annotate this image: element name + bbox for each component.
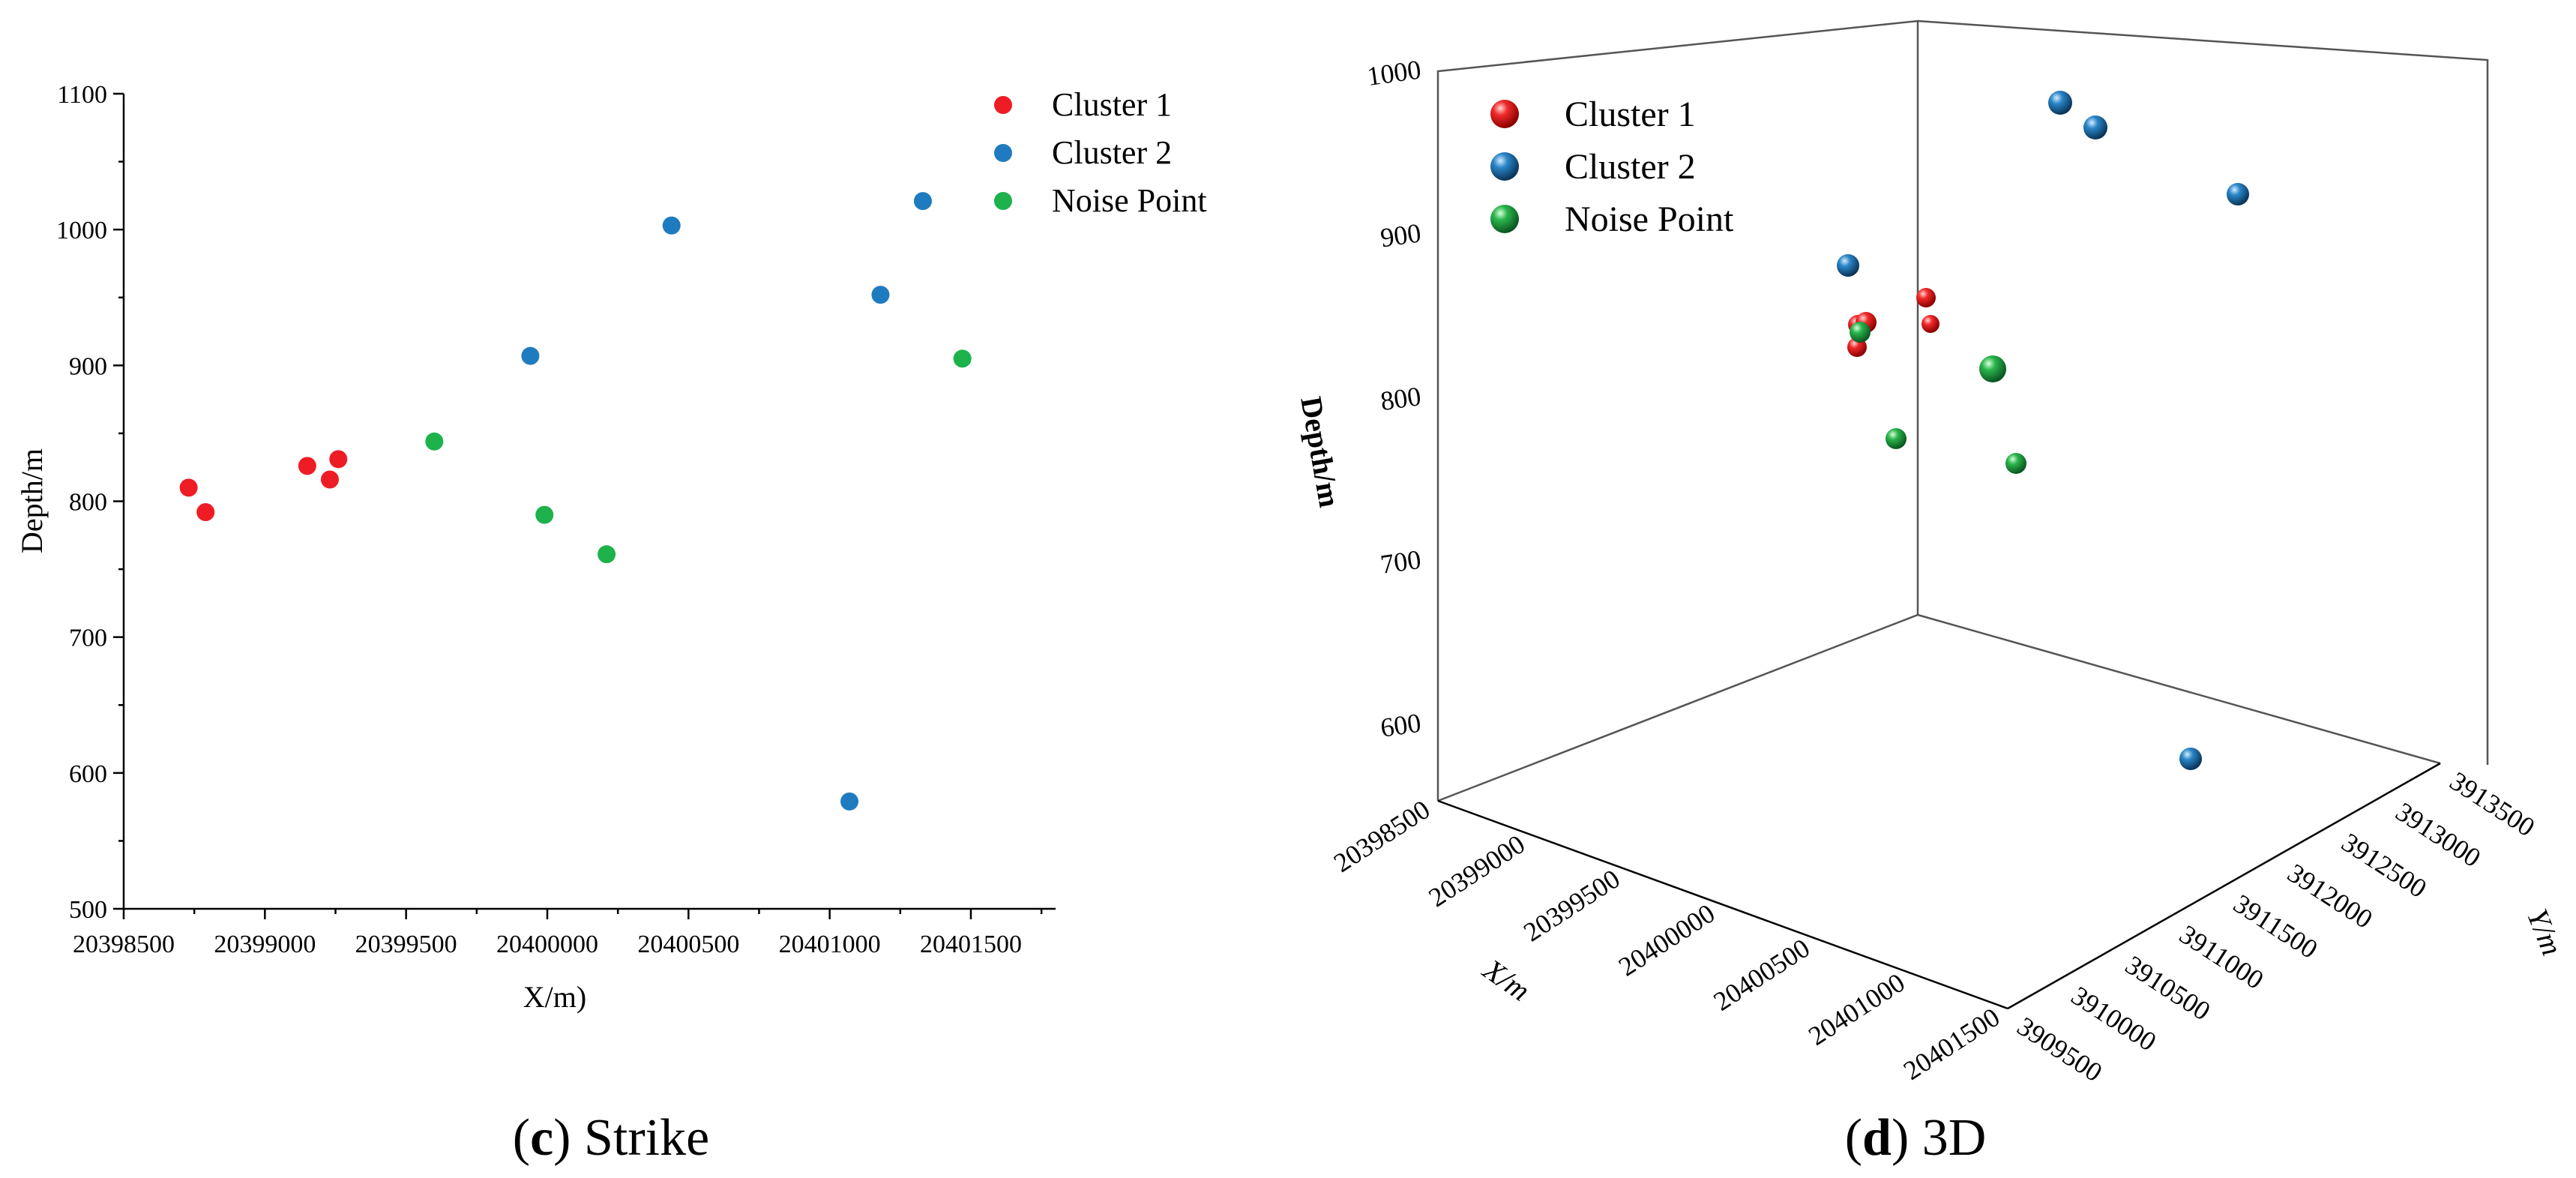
back-left-wall — [1436, 19, 1919, 801]
point-cluster-2 — [871, 286, 890, 304]
legend-label-cluster-2: Cluster 2 — [1052, 134, 1172, 171]
caption-c: (c) Strike — [513, 1109, 709, 1167]
point-cluster-1 — [298, 457, 316, 475]
x-tick-label-3d: 20399500 — [1518, 863, 1625, 947]
point-3d-noise-point — [1850, 322, 1871, 343]
point-3d-noise-point — [2005, 453, 2026, 474]
point-cluster-1 — [329, 450, 348, 469]
legend-marker-3d-cluster-1 — [1490, 100, 1519, 128]
point-3d-cluster-2 — [2179, 748, 2202, 770]
z-tick-label: 900 — [1379, 217, 1423, 253]
legend-label-noise-point: Noise Point — [1052, 182, 1207, 219]
point-cluster-1 — [179, 478, 198, 497]
x-axis-3d — [1437, 799, 2008, 1010]
z-tick-label: 1000 — [1365, 54, 1423, 91]
y-tick-label: 1000 — [56, 217, 107, 244]
point-noise-point — [598, 545, 616, 564]
floor-edge-y — [1917, 613, 2441, 765]
legend: Cluster 1 Cluster 2 Noise Point — [994, 86, 1207, 219]
panel-c-strike-chart: 500 600 700 800 900 1000 1100 20398500 20399000… — [15, 81, 1207, 1167]
x-tick-label-3d: 20400000 — [1613, 898, 1721, 982]
scatter-points-3d — [1837, 91, 2249, 770]
x-tick-label-3d: 20401500 — [1898, 1002, 2005, 1086]
point-3d-noise-point — [1979, 355, 2006, 382]
y-tick-label: 1100 — [57, 81, 107, 109]
y-tick-label: 900 — [69, 352, 107, 380]
y-tick-label: 600 — [69, 760, 107, 788]
point-3d-cluster-2 — [2227, 183, 2249, 205]
z-tick-label: 600 — [1379, 708, 1423, 743]
caption-c-text: Strike — [584, 1109, 709, 1167]
x-tick-label: 20401500 — [920, 931, 1022, 958]
z-tick-label: 800 — [1379, 381, 1423, 416]
z-ticks: 600 700 800 900 1000 — [1365, 54, 1423, 742]
legend-label-3d-cluster-1: Cluster 1 — [1565, 94, 1696, 134]
point-3d-cluster-2 — [2048, 91, 2072, 115]
y-axis-label: Depth/m — [15, 448, 49, 553]
point-3d-noise-point — [1886, 428, 1907, 449]
legend-label-cluster-1: Cluster 1 — [1052, 86, 1172, 123]
y-ticks: 500 600 700 800 900 1000 1100 — [56, 81, 124, 924]
caption-d-letter: d — [1862, 1109, 1892, 1167]
legend-marker-cluster-1 — [994, 96, 1012, 114]
point-cluster-1 — [320, 470, 339, 489]
legend-label-3d-cluster-2: Cluster 2 — [1565, 147, 1696, 187]
legend-marker-3d-cluster-2 — [1490, 152, 1519, 181]
point-3d-cluster-2 — [1837, 254, 1859, 277]
x-tick-label: 20400000 — [496, 931, 598, 958]
x-ticks: 20398500 20399000 20399500 20400000 20400500… — [73, 909, 1043, 958]
caption-c-letter: c — [530, 1109, 553, 1167]
x-tick-label: 20398500 — [73, 931, 175, 958]
point-cluster-1 — [196, 502, 215, 521]
legend-3d: Cluster 1 Cluster 2 Noise Point — [1490, 94, 1734, 239]
point-3d-cluster-1 — [1916, 288, 1936, 307]
y-tick-label: 800 — [69, 489, 107, 517]
x-tick-label: 20399500 — [355, 931, 457, 958]
caption-d-text: 3D — [1922, 1109, 1987, 1167]
legend-marker-cluster-2 — [994, 144, 1012, 162]
point-noise-point — [535, 505, 554, 524]
point-cluster-2 — [662, 216, 681, 235]
point-noise-point — [953, 349, 972, 368]
caption-d: (d) 3D — [1845, 1109, 1987, 1167]
x-axis-label-3d: X/m — [1476, 952, 1536, 1008]
y-axis-3d — [2007, 762, 2441, 1010]
point-cluster-2 — [840, 792, 859, 811]
y-ticks-3d: 3909500391000039105003911000391150039120… — [2012, 766, 2540, 1087]
z-tick-label: 700 — [1379, 544, 1423, 580]
legend-label-3d-noise-point: Noise Point — [1565, 199, 1734, 239]
scatter-points — [179, 192, 972, 811]
x-tick-label-3d: 20398500 — [1328, 794, 1436, 878]
legend-marker-3d-noise-point — [1490, 205, 1519, 233]
x-tick-label-3d: 20399000 — [1423, 829, 1530, 913]
y-axis-label-3d: Y/m — [2521, 904, 2569, 961]
x-ticks-3d: 2039850020399000203995002040000020400500… — [1328, 794, 2005, 1086]
x-axis-label: X/m) — [523, 980, 586, 1014]
x-tick-label: 20401000 — [779, 931, 881, 958]
x-tick-label: 20400500 — [637, 931, 739, 958]
y-tick-label: 500 — [69, 896, 107, 924]
x-tick-label-3d: 20400500 — [1708, 933, 1815, 1017]
legend-marker-noise-point — [994, 192, 1012, 210]
x-tick-label: 20399000 — [214, 931, 316, 958]
point-cluster-2 — [913, 192, 932, 211]
point-noise-point — [425, 432, 444, 451]
point-cluster-2 — [521, 346, 540, 365]
back-right-wall — [1917, 19, 2489, 765]
y-tick-label: 700 — [69, 625, 107, 652]
panel-d-3d-chart: 600 700 800 900 1000 20398500203990002039950… — [1294, 19, 2569, 1167]
floor-edge-x — [1437, 613, 1919, 802]
point-3d-cluster-2 — [2083, 115, 2107, 139]
x-tick-label-3d: 20401000 — [1803, 967, 1910, 1051]
point-3d-cluster-1 — [1922, 315, 1939, 333]
z-axis-label: Depth/m — [1294, 394, 1346, 509]
